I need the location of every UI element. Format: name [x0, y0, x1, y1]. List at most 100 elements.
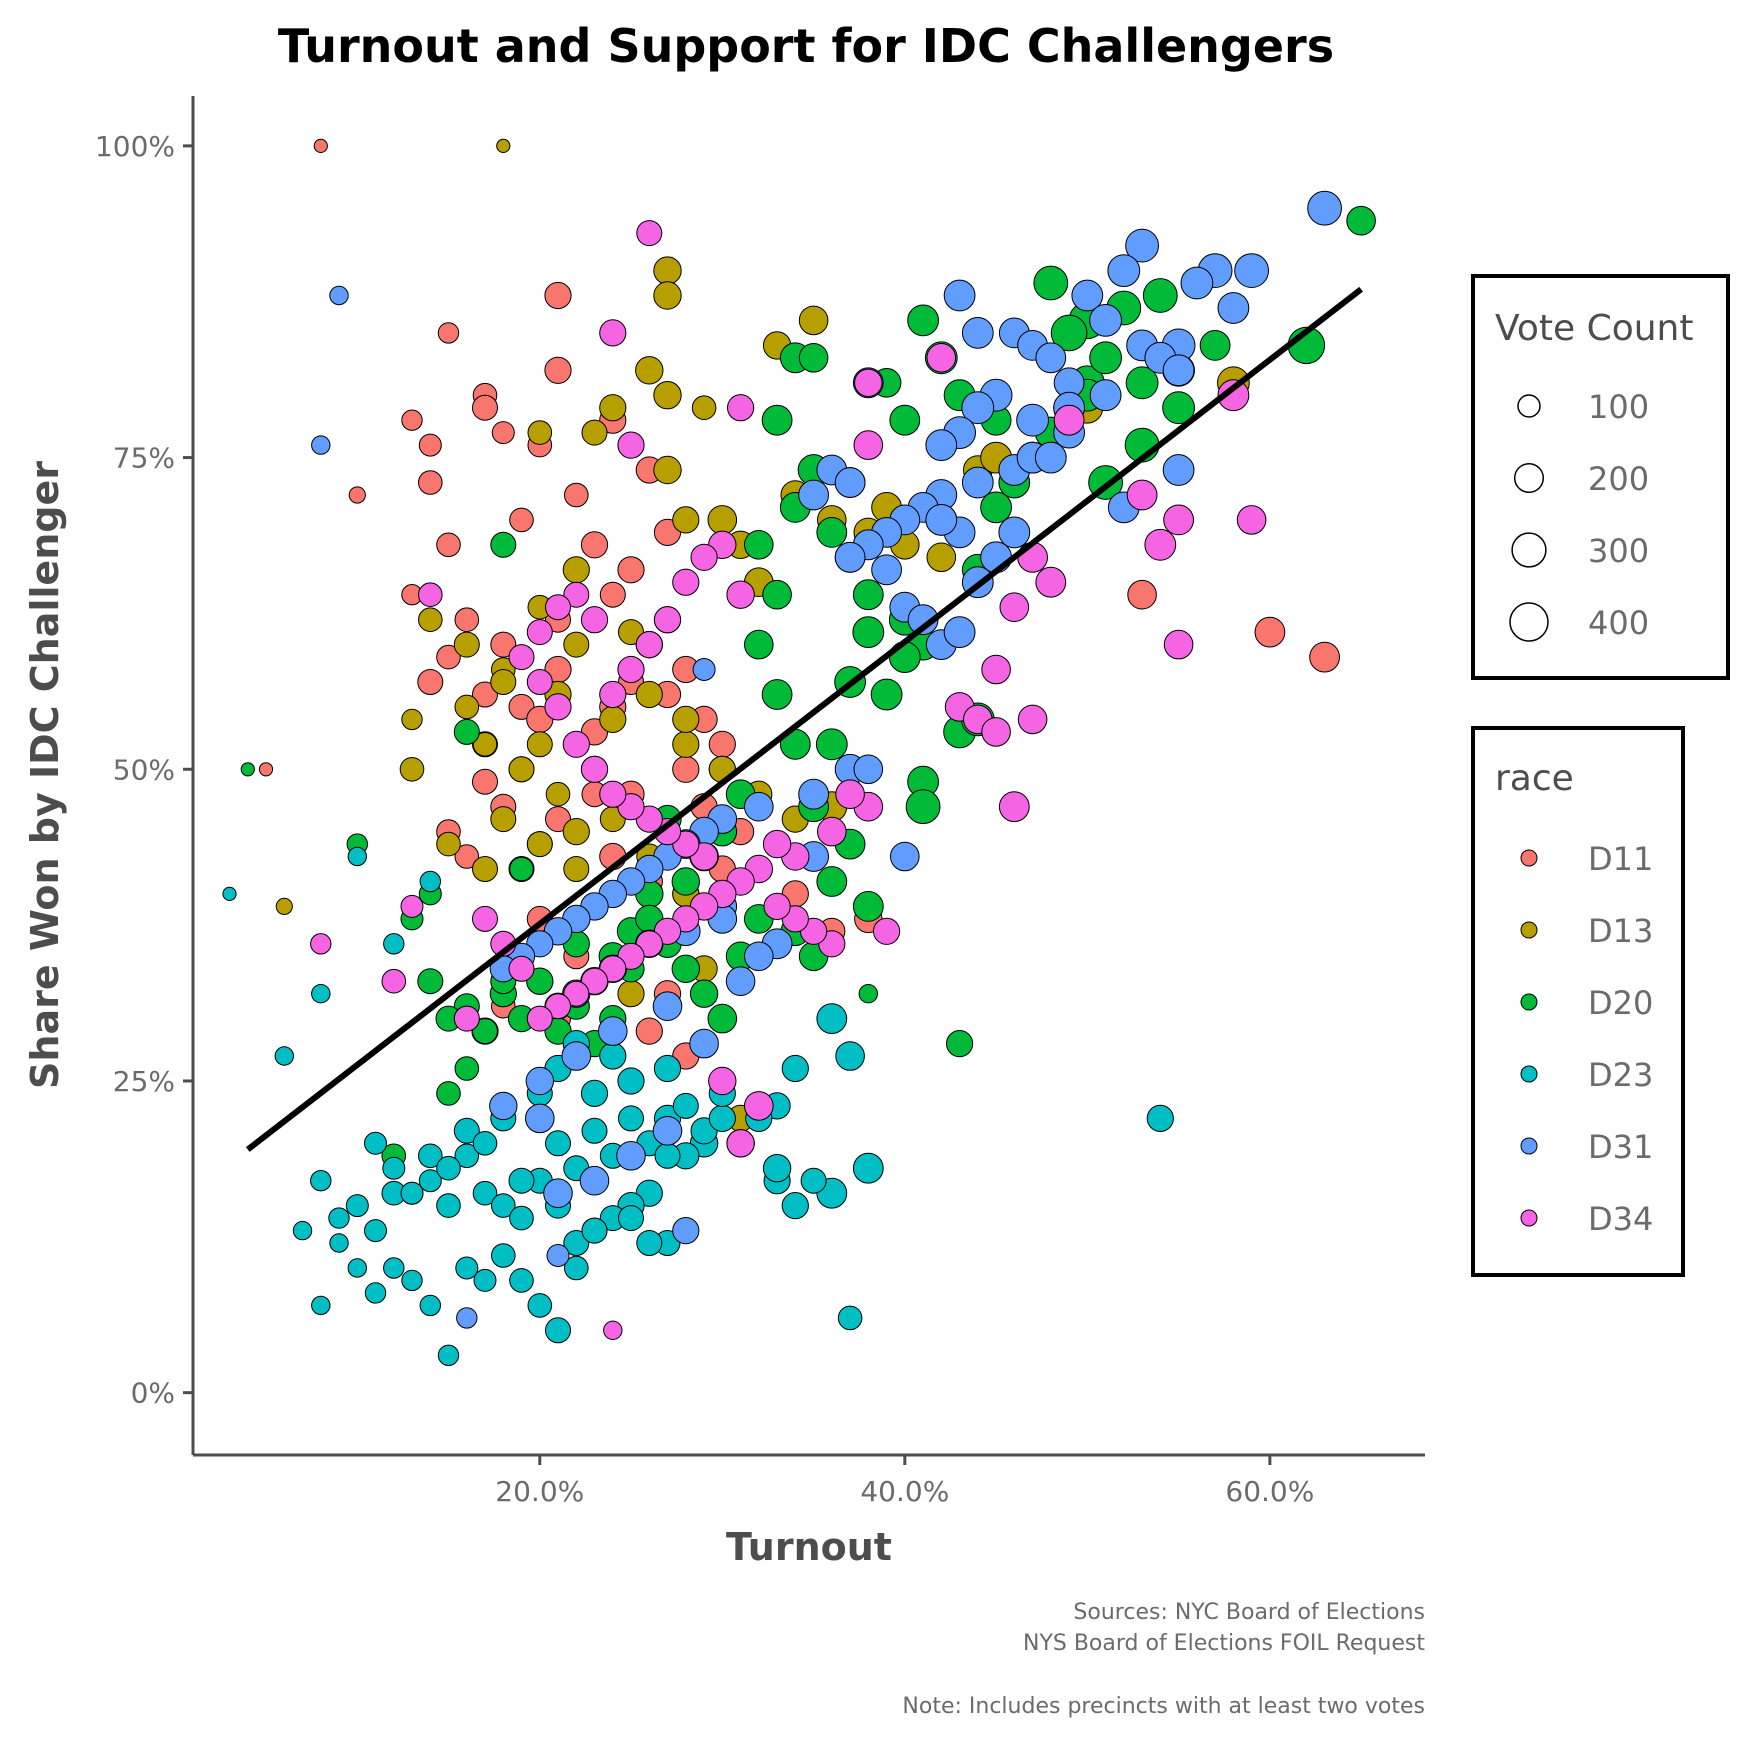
point-d34 [599, 680, 627, 709]
point-d23 [545, 1130, 571, 1157]
point-d20 [689, 979, 719, 1008]
point-d23 [311, 1295, 331, 1316]
point-d20 [707, 1003, 738, 1034]
point-d23 [527, 1293, 553, 1318]
point-d23 [545, 1317, 571, 1344]
point-d13 [472, 732, 498, 757]
x-tick-label: 60.0% [1225, 1475, 1314, 1508]
point-d23 [708, 1104, 736, 1133]
point-d31 [1125, 228, 1159, 263]
point-d31 [311, 435, 331, 455]
point-d20 [671, 954, 700, 983]
y-axis-ticks: 0% 25% 50% 75% 100% [95, 130, 193, 1410]
x-axis-ticks: 20.0% 40.0% 60.0% [495, 1455, 1314, 1508]
color-legend-label: D31 [1588, 1128, 1653, 1166]
point-d23 [508, 1167, 535, 1194]
point-d31 [853, 754, 884, 785]
point-d11 [436, 532, 461, 558]
color-legend-box [1471, 726, 1685, 1277]
point-d20 [490, 531, 517, 558]
point-d13 [599, 394, 627, 422]
point-d13 [526, 731, 553, 758]
point-d11 [564, 482, 589, 508]
point-d20 [852, 891, 884, 922]
point-d23 [509, 1205, 534, 1231]
point-d31 [961, 466, 994, 499]
point-d20 [761, 404, 793, 436]
point-d31 [798, 479, 829, 511]
y-tick-label: 25% [113, 1065, 175, 1098]
point-d11 [1309, 641, 1340, 673]
point-d34 [453, 1005, 480, 1032]
point-d23 [581, 1217, 608, 1244]
point-d11 [418, 433, 442, 457]
point-d11 [635, 1017, 663, 1045]
point-d13 [526, 831, 553, 858]
point-d20 [472, 1018, 498, 1045]
y-tick-label: 75% [113, 442, 175, 475]
point-d13 [562, 556, 590, 584]
point-d13 [635, 356, 664, 385]
point-d20 [852, 616, 885, 648]
point-d31 [744, 791, 774, 822]
y-tick-label: 50% [113, 753, 175, 786]
point-d20 [889, 404, 921, 436]
point-d23 [419, 870, 441, 893]
point-d31 [961, 391, 995, 425]
point-d31 [456, 1307, 478, 1329]
caption-sources-line1: Sources: NYC Board of Elections [1073, 1600, 1425, 1625]
point-d20 [509, 856, 534, 882]
point-d23 [383, 933, 405, 955]
color-legend: race D11 D13 D20 D23 D31 D34 [1471, 726, 1685, 1277]
point-d23 [800, 1167, 827, 1194]
point-d31 [1016, 403, 1049, 437]
point-d20 [1033, 265, 1069, 301]
point-d20 [1346, 205, 1376, 236]
point-d34 [1144, 528, 1177, 561]
point-d20 [905, 789, 941, 825]
point-d13 [436, 831, 461, 857]
point-d20 [888, 641, 921, 673]
point-d23 [418, 1169, 442, 1193]
point-d11 [544, 356, 572, 384]
point-d23 [472, 1131, 498, 1156]
x-axis-title: Turnout [726, 1525, 892, 1569]
point-d13 [418, 607, 443, 633]
point-d13 [563, 856, 590, 882]
point-d34 [1163, 629, 1194, 660]
point-d20 [453, 718, 480, 745]
point-d31 [834, 541, 866, 573]
size-legend-key [1517, 394, 1541, 418]
point-d34 [636, 220, 663, 247]
point-d23 [762, 1154, 792, 1183]
point-d23 [453, 1117, 480, 1144]
point-d34 [526, 669, 553, 695]
point-d23 [383, 1257, 405, 1279]
point-d23 [491, 1243, 516, 1268]
point-d34 [544, 693, 572, 721]
point-d20 [870, 678, 903, 711]
point-d34 [563, 581, 590, 608]
point-d23 [581, 1117, 608, 1144]
point-d34 [690, 543, 718, 571]
point-d34 [926, 343, 957, 373]
point-d31 [1162, 454, 1195, 486]
point-d23 [837, 1305, 863, 1331]
point-d34 [580, 606, 609, 634]
point-d31 [579, 1165, 610, 1196]
point-d34 [508, 644, 535, 671]
point-d11 [708, 730, 736, 758]
point-d34 [726, 580, 755, 609]
size-legend-box [1471, 274, 1730, 680]
point-d31 [652, 1116, 683, 1146]
point-d13 [563, 631, 590, 658]
point-d31 [1234, 253, 1269, 289]
size-legend-key [1511, 532, 1547, 568]
point-d13 [635, 680, 663, 709]
point-d13 [496, 138, 511, 153]
point-d13 [653, 256, 682, 285]
point-d20 [761, 679, 793, 710]
point-d34 [1035, 566, 1067, 598]
color-legend-label: D34 [1588, 1200, 1653, 1238]
point-d23 [436, 1193, 461, 1218]
